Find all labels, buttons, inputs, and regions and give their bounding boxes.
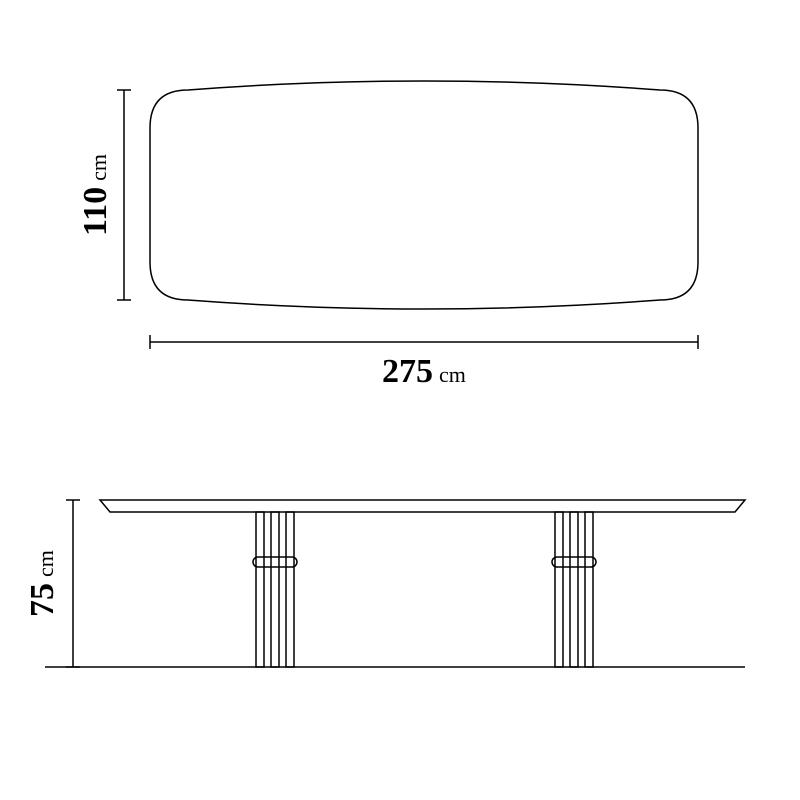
dim-height-unit: cm <box>33 550 58 577</box>
dim-height-value: 75 <box>24 583 61 617</box>
side-view-leg-0 <box>253 512 297 667</box>
side-view-leg-1 <box>552 512 596 667</box>
dim-width-value: 275 <box>382 353 433 390</box>
dim-width: 275cm <box>150 335 698 390</box>
side-view-tabletop <box>100 500 745 512</box>
dim-depth-value: 110 <box>77 187 114 236</box>
svg-text:110cm: 110 cm <box>77 154 114 236</box>
side-view-leg-ring-0 <box>253 557 297 567</box>
top-view-tabletop <box>150 81 698 309</box>
dim-height: 75 cm <box>24 500 80 667</box>
svg-text:75cm: 75 cm <box>24 550 61 617</box>
side-view <box>45 500 745 667</box>
dim-depth: 110 cm <box>77 90 131 300</box>
svg-text:275cm: 275cm <box>382 353 466 390</box>
dim-depth-unit: cm <box>86 154 111 181</box>
side-view-leg-ring-1 <box>552 557 596 567</box>
dim-width-unit: cm <box>439 362 466 387</box>
